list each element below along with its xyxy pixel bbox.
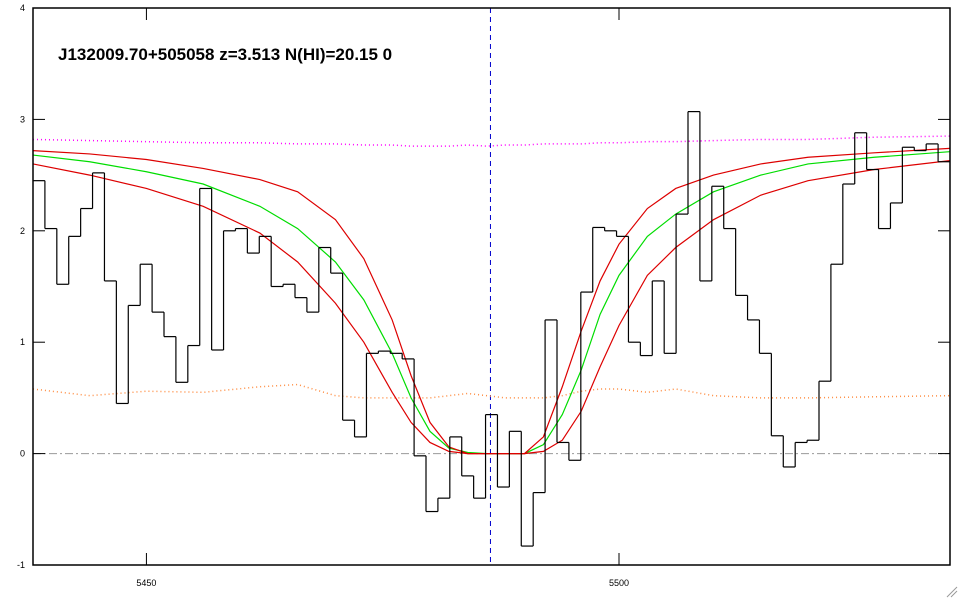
chart-title: J132009.70+505058 z=3.513 N(HI)=20.15 0: [58, 45, 392, 64]
model-line: [32, 160, 950, 455]
y-tick-label: 0: [20, 449, 25, 459]
y-tick-label: 2: [20, 226, 25, 236]
y-tick-label: 4: [20, 3, 25, 13]
plot-frame: [32, 7, 951, 566]
y-tick-label: 1: [20, 337, 25, 347]
x-tick-label: 5450: [136, 578, 156, 588]
resize-grip: [946, 586, 958, 598]
x-tick-label: 5500: [609, 578, 629, 588]
y-tick-label: 3: [20, 114, 25, 124]
y-tick-label: -1: [17, 560, 25, 570]
